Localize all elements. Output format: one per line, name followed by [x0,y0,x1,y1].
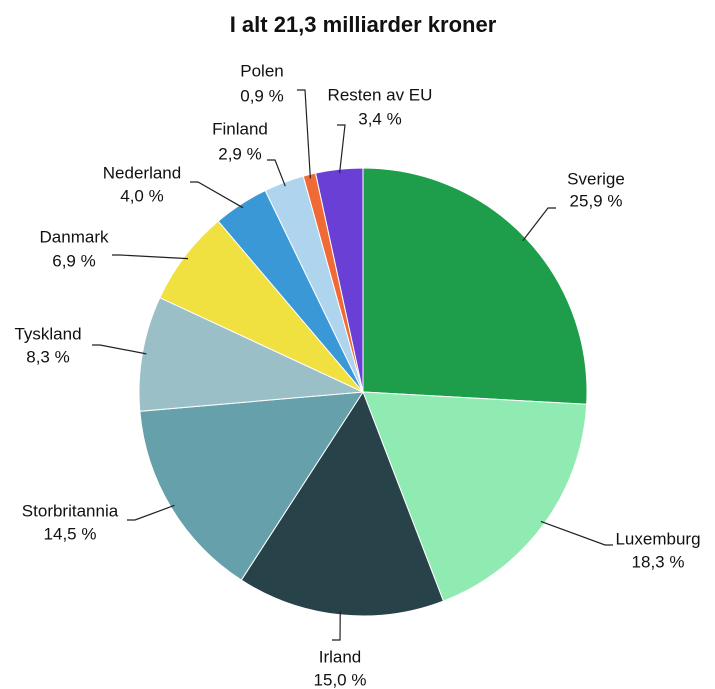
slice-label: Sverige [567,169,625,188]
leader-line [127,504,175,521]
slice-value-label: 2,9 % [218,144,261,163]
leader-line [522,207,556,242]
slice-value-label: 3,4 % [358,109,401,128]
slice-label: Danmark [40,227,109,246]
slice-label: Polen [240,61,283,80]
slice-value-label: 4,0 % [120,186,163,205]
slice-value-label: 25,9 % [570,191,623,210]
leader-line [297,89,311,179]
slice-label: Nederland [103,163,181,182]
slice-value-label: 0,9 % [240,86,283,105]
leader-line [92,344,147,355]
slice-label: Storbritannia [22,501,119,520]
slice-value-label: 6,9 % [52,251,95,270]
leader-line [332,610,341,641]
leader-line [190,181,244,209]
leader-line [540,520,613,546]
leader-line [112,254,189,260]
slice-value-label: 15,0 % [314,670,367,689]
slice-label: Tyskland [14,324,81,343]
pie-slice [362,167,588,405]
slice-label: Irland [319,647,362,666]
leader-line [337,124,346,174]
slice-label: Finland [212,119,268,138]
leader-line [267,159,286,187]
slice-label: Resten av EU [328,85,433,104]
pie-slice [139,391,364,581]
slice-value-label: 8,3 % [26,347,69,366]
pie-slice [314,167,364,393]
pie-slice [362,391,588,602]
slice-label: Luxemburg [615,529,700,548]
slice-value-label: 14,5 % [44,524,97,543]
slice-value-label: 18,3 % [632,552,685,571]
chart-title: I alt 21,3 milliarder kroner [230,12,497,37]
